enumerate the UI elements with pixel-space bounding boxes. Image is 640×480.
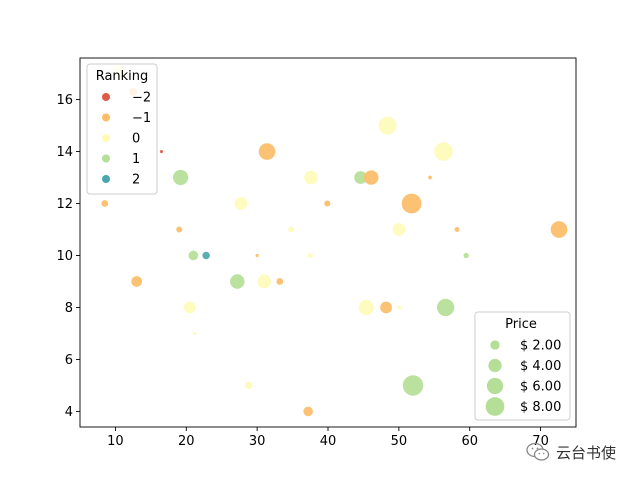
x-tick-label: 30 <box>249 434 266 449</box>
scatter-point <box>354 171 367 184</box>
scatter-point <box>258 143 276 160</box>
y-tick-label: 10 <box>56 249 73 264</box>
size-legend-title: Price <box>505 317 537 332</box>
color-legend-title: Ranking <box>96 69 149 84</box>
y-tick-label: 4 <box>65 405 73 420</box>
scatter-point <box>463 252 469 259</box>
y-tick-label: 12 <box>56 197 73 212</box>
scatter-point <box>303 406 313 417</box>
scatter-point <box>234 197 248 210</box>
y-tick-label: 8 <box>65 301 73 316</box>
scatter-point <box>255 253 259 258</box>
size-legend-marker <box>485 397 505 416</box>
x-tick-label: 50 <box>391 434 408 449</box>
scatter-point <box>244 381 253 390</box>
scatter-point <box>183 301 196 314</box>
scatter-point <box>380 301 392 314</box>
x-tick-label: 10 <box>107 434 124 449</box>
size-legend: Price $ 2.00 $ 4.00 $ 6.00 $ 8.00 <box>474 311 571 421</box>
y-tick-label: 14 <box>56 145 73 160</box>
scatter-point <box>257 274 272 289</box>
scatter-point <box>307 253 313 258</box>
color-legend: Ranking −2 −1 0 1 2 <box>86 63 158 195</box>
size-legend-marker <box>486 377 504 395</box>
color-legend-marker <box>102 93 110 101</box>
scatter-point <box>288 226 295 233</box>
scatter-point <box>202 251 210 260</box>
scatter-point <box>401 193 422 214</box>
size-legend-entries: $ 2.00 $ 4.00 $ 6.00 $ 8.00 <box>485 339 561 416</box>
size-legend-marker <box>488 358 502 373</box>
y-tick-label: 6 <box>65 353 73 368</box>
scatter-point <box>324 200 331 207</box>
watermark: 云台书使 <box>526 440 616 464</box>
scatter-point <box>230 274 245 289</box>
scatter-point <box>176 226 183 233</box>
size-legend-label: $ 4.00 <box>520 359 561 374</box>
scatter-point <box>392 223 406 236</box>
scatter-point <box>276 278 284 285</box>
x-tick-label: 20 <box>178 434 195 449</box>
scatter-point <box>402 375 424 396</box>
scatter-point <box>101 200 109 207</box>
x-axis: 10 20 30 40 50 60 70 <box>107 427 549 449</box>
color-legend-label: −1 <box>132 111 151 126</box>
color-legend-marker <box>102 113 110 122</box>
y-axis: 4 6 8 10 12 14 16 <box>56 93 80 420</box>
color-legend-marker <box>102 134 110 142</box>
wechat-icon <box>526 442 550 461</box>
x-tick-label: 40 <box>320 434 337 449</box>
size-legend-label: $ 8.00 <box>520 400 561 415</box>
size-legend-label: $ 6.00 <box>520 380 561 395</box>
x-tick-label: 60 <box>461 434 478 449</box>
color-legend-entries: −2 −1 0 1 2 <box>102 91 151 188</box>
scatter-point <box>428 175 432 180</box>
scatter-point <box>358 299 374 316</box>
x-tick-label: 70 <box>532 434 549 449</box>
color-legend-label: −2 <box>132 91 151 106</box>
scatter-point <box>378 116 397 135</box>
scatter-point <box>131 276 143 287</box>
color-legend-marker <box>102 154 110 163</box>
color-legend-label: 0 <box>132 132 140 147</box>
y-tick-label: 16 <box>56 93 73 108</box>
color-legend-marker <box>102 175 110 183</box>
watermark-text: 云台书使 <box>556 443 617 462</box>
scatter-point <box>304 170 318 185</box>
scatter-point <box>436 298 455 317</box>
scatter-point <box>397 305 402 310</box>
color-legend-label: 2 <box>132 173 140 188</box>
scatter-point <box>364 170 379 185</box>
color-legend-label: 1 <box>132 152 140 167</box>
size-legend-label: $ 2.00 <box>520 339 561 354</box>
scatter-point <box>434 142 453 161</box>
scatter-point <box>188 250 199 261</box>
scatter-point <box>454 227 460 232</box>
scatter-point <box>173 169 189 186</box>
scatter-point <box>159 149 164 154</box>
scatter-point <box>550 221 568 238</box>
size-legend-marker <box>490 340 500 350</box>
scatter-point <box>193 331 197 336</box>
